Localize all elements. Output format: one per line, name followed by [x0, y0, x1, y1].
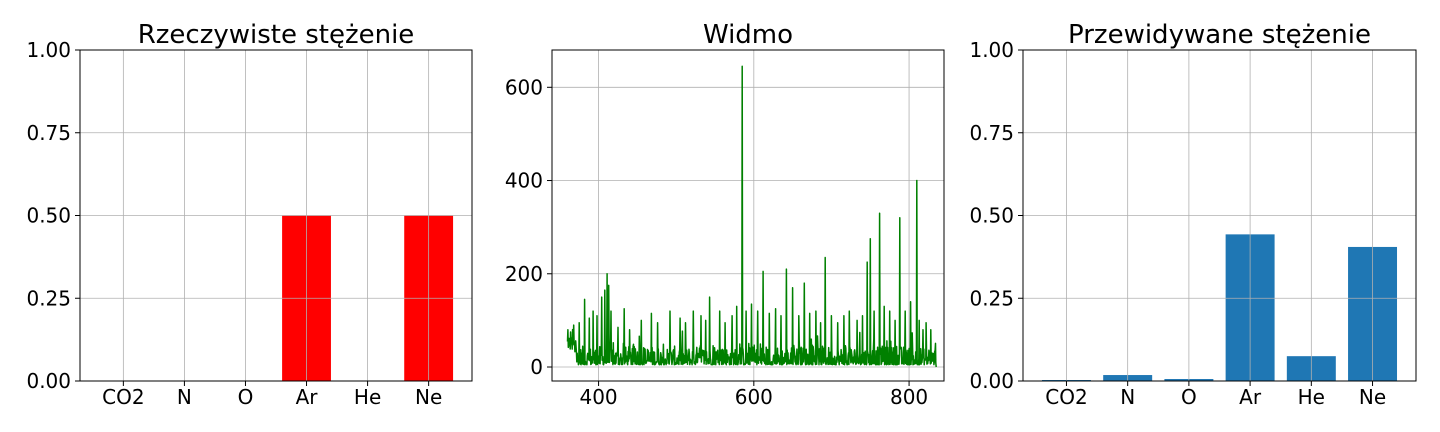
y-tick-label: 1.00 [969, 38, 1014, 62]
x-tick-label: Ne [415, 385, 442, 409]
true-concentration-chart: CO2 N O Ar He Ne 0.00 0.25 0.50 0.75 1.00 Rzeczywis… [26, 20, 473, 409]
x-tick-label: CO2 [102, 385, 144, 409]
y-tick-label: 200 [505, 262, 543, 286]
chart-title: Przewidywane stężenie [1068, 20, 1371, 50]
chart-title: Widmo [703, 20, 793, 50]
axes-frame [551, 49, 945, 382]
y-tick-label: 0.50 [26, 204, 71, 228]
x-tick-label: O [238, 385, 254, 409]
chart-title: Rzeczywiste stężenie [138, 20, 415, 50]
x-tick-label: O [1181, 385, 1197, 409]
y-tick-label: 0.00 [969, 369, 1014, 393]
x-tick-label: He [1298, 385, 1325, 409]
x-tick-label: 800 [890, 385, 928, 409]
y-tick-label: 0.25 [969, 286, 1014, 310]
spectrum-line [566, 65, 937, 368]
y-tick-label: 0 [530, 355, 543, 379]
predicted-concentration-chart: CO2 N O Ar He Ne 0.00 0.25 0.50 0.75 1.00 Przewidyw… [969, 20, 1417, 409]
x-tick-label: CO2 [1045, 385, 1087, 409]
x-tick-label: He [354, 385, 381, 409]
x-tick-label: N [177, 385, 192, 409]
axes-frame [1022, 49, 1417, 382]
y-tick-label: 1.00 [26, 38, 71, 62]
y-tick-label: 400 [505, 169, 543, 193]
x-tick-label: Ar [1239, 385, 1262, 409]
spectrum-chart: 400 600 800 0 200 400 600 Widmo [505, 20, 945, 409]
y-tick-label: 0.00 [26, 369, 71, 393]
axes-frame [79, 49, 473, 382]
y-tick-label: 0.25 [26, 286, 71, 310]
x-tick-label: N [1120, 385, 1135, 409]
y-tick-label: 0.50 [969, 204, 1014, 228]
y-tick-label: 0.75 [26, 121, 71, 145]
y-tick-label: 600 [505, 75, 543, 99]
y-tick-label: 0.75 [969, 121, 1014, 145]
x-tick-label: 400 [579, 385, 617, 409]
x-tick-label: Ne [1359, 385, 1386, 409]
x-tick-label: Ar [296, 385, 319, 409]
x-tick-label: 600 [735, 385, 773, 409]
